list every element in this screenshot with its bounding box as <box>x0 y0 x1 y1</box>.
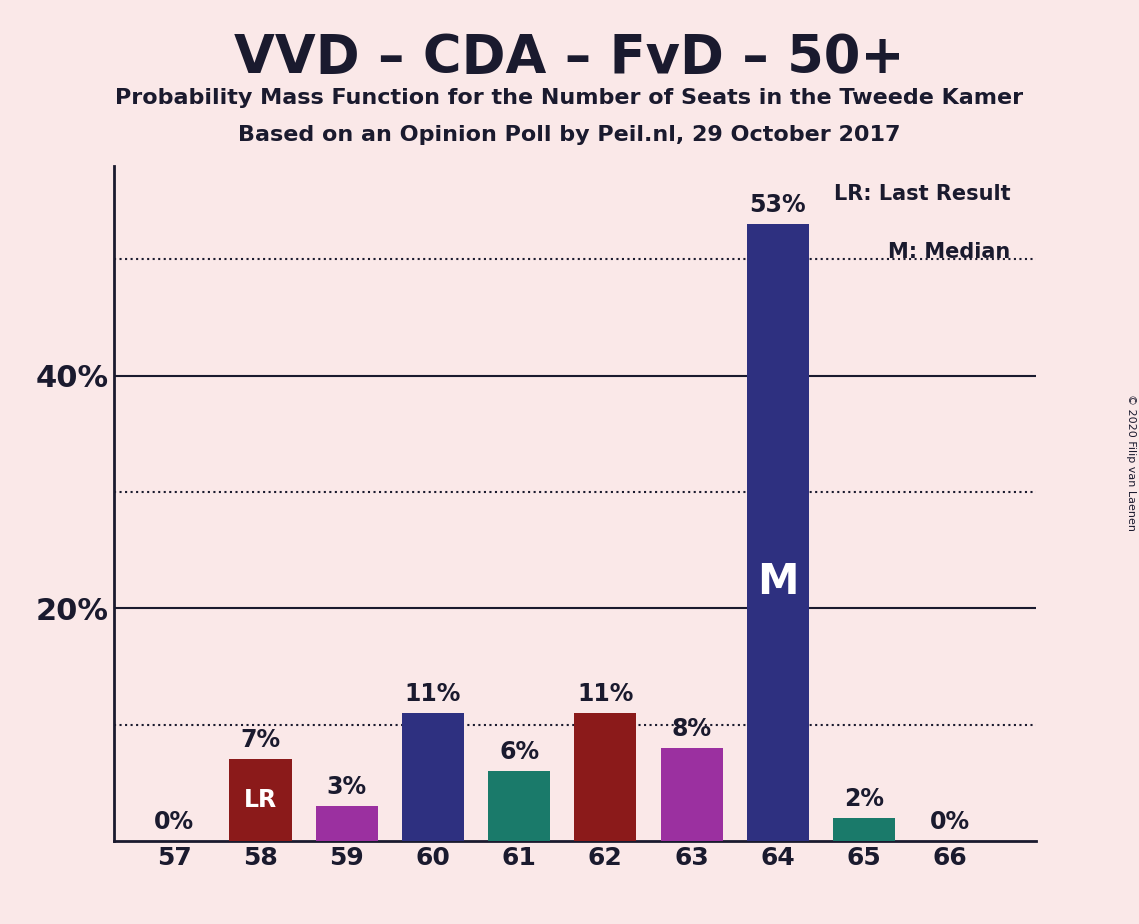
Text: 2%: 2% <box>844 786 884 810</box>
Text: 0%: 0% <box>931 809 970 833</box>
Text: 11%: 11% <box>404 682 461 706</box>
Bar <box>229 760 292 841</box>
Text: LR: Last Result: LR: Last Result <box>834 184 1010 204</box>
Bar <box>747 225 809 841</box>
Text: Based on an Opinion Poll by Peil.nl, 29 October 2017: Based on an Opinion Poll by Peil.nl, 29 … <box>238 125 901 145</box>
Bar <box>661 748 722 841</box>
Bar <box>833 818 895 841</box>
Text: 8%: 8% <box>672 717 712 741</box>
Text: 3%: 3% <box>327 775 367 799</box>
Bar <box>489 771 550 841</box>
Text: 11%: 11% <box>577 682 633 706</box>
Text: M: M <box>757 561 798 603</box>
Text: M: Median: M: Median <box>888 242 1010 261</box>
Text: 6%: 6% <box>499 740 539 764</box>
Bar <box>574 713 637 841</box>
Text: VVD – CDA – FvD – 50+: VVD – CDA – FvD – 50+ <box>235 32 904 84</box>
Text: Probability Mass Function for the Number of Seats in the Tweede Kamer: Probability Mass Function for the Number… <box>115 88 1024 108</box>
Bar <box>402 713 464 841</box>
Text: 7%: 7% <box>240 728 280 752</box>
Text: LR: LR <box>244 788 277 812</box>
Text: © 2020 Filip van Laenen: © 2020 Filip van Laenen <box>1126 394 1136 530</box>
Text: 0%: 0% <box>154 809 195 833</box>
Bar <box>316 806 378 841</box>
Text: 53%: 53% <box>749 193 806 217</box>
